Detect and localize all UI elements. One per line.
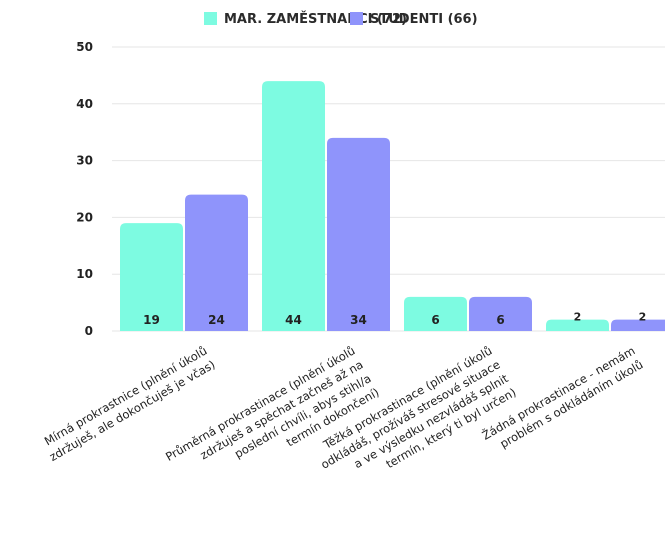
y-tick-label: 50 — [76, 40, 93, 54]
data-labels: 19 24 44 34 6 6 2 2 — [143, 311, 646, 327]
y-tick-label: 20 — [76, 210, 93, 224]
y-tick-label: 30 — [76, 154, 93, 168]
bar — [185, 194, 248, 331]
data-label: 34 — [350, 313, 367, 327]
bar — [546, 319, 609, 331]
data-label: 6 — [431, 313, 439, 327]
bar — [262, 81, 325, 331]
data-label: 19 — [143, 313, 160, 327]
data-label: 24 — [208, 313, 225, 327]
y-tick-label: 0 — [85, 324, 93, 338]
legend-label: STUDENTI (66) — [370, 12, 478, 27]
legend: MAR. ZAMĚSTNANCI (72)STUDENTI (66) — [204, 11, 478, 27]
data-label: 2 — [574, 311, 582, 324]
bar — [404, 296, 467, 331]
category-label-line: Mírná prokrastnice (plnění úkolů — [42, 343, 210, 448]
bar — [327, 137, 390, 331]
legend-swatch — [204, 12, 217, 25]
x-axis-categories: Mírná prokrastnice (plnění úkolůzdržuješ… — [42, 343, 646, 472]
data-label: 2 — [639, 311, 647, 324]
bar — [469, 296, 532, 331]
legend-swatch — [350, 12, 363, 25]
y-tick-label: 40 — [76, 97, 93, 111]
data-label: 44 — [285, 313, 302, 327]
bar — [120, 223, 183, 331]
y-tick-label: 10 — [76, 267, 93, 281]
category-label-line: problém s odkládáním úkolů — [497, 357, 645, 451]
y-axis-ticks: 0 10 20 30 40 50 — [76, 40, 93, 338]
bars — [120, 81, 665, 331]
data-label: 6 — [496, 313, 504, 327]
bar — [611, 319, 665, 331]
